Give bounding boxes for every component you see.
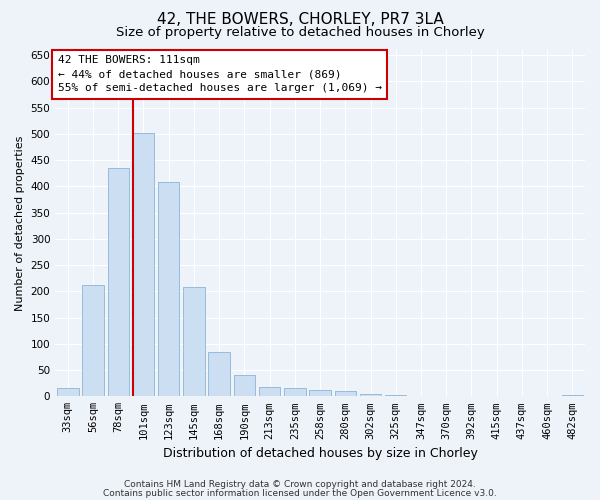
Text: Contains public sector information licensed under the Open Government Licence v3: Contains public sector information licen…	[103, 489, 497, 498]
Bar	[562, 394, 583, 396]
Y-axis label: Number of detached properties: Number of detached properties	[15, 136, 25, 311]
Text: 42 THE BOWERS: 111sqm
← 44% of detached houses are smaller (869)
55% of semi-det: 42 THE BOWERS: 111sqm ← 44% of detached …	[58, 55, 382, 93]
Bar	[107, 168, 129, 396]
Bar	[310, 390, 331, 396]
Bar	[335, 391, 356, 396]
Text: 42, THE BOWERS, CHORLEY, PR7 3LA: 42, THE BOWERS, CHORLEY, PR7 3LA	[157, 12, 443, 28]
Bar	[57, 388, 79, 396]
Bar	[82, 284, 104, 397]
Bar	[208, 352, 230, 397]
Bar	[158, 182, 179, 396]
Bar	[284, 388, 305, 396]
Bar	[183, 287, 205, 397]
Bar	[133, 133, 154, 396]
Text: Contains HM Land Registry data © Crown copyright and database right 2024.: Contains HM Land Registry data © Crown c…	[124, 480, 476, 489]
Text: Size of property relative to detached houses in Chorley: Size of property relative to detached ho…	[116, 26, 484, 39]
Bar	[360, 394, 381, 396]
Bar	[233, 376, 255, 396]
Bar	[259, 387, 280, 396]
X-axis label: Distribution of detached houses by size in Chorley: Distribution of detached houses by size …	[163, 447, 478, 460]
